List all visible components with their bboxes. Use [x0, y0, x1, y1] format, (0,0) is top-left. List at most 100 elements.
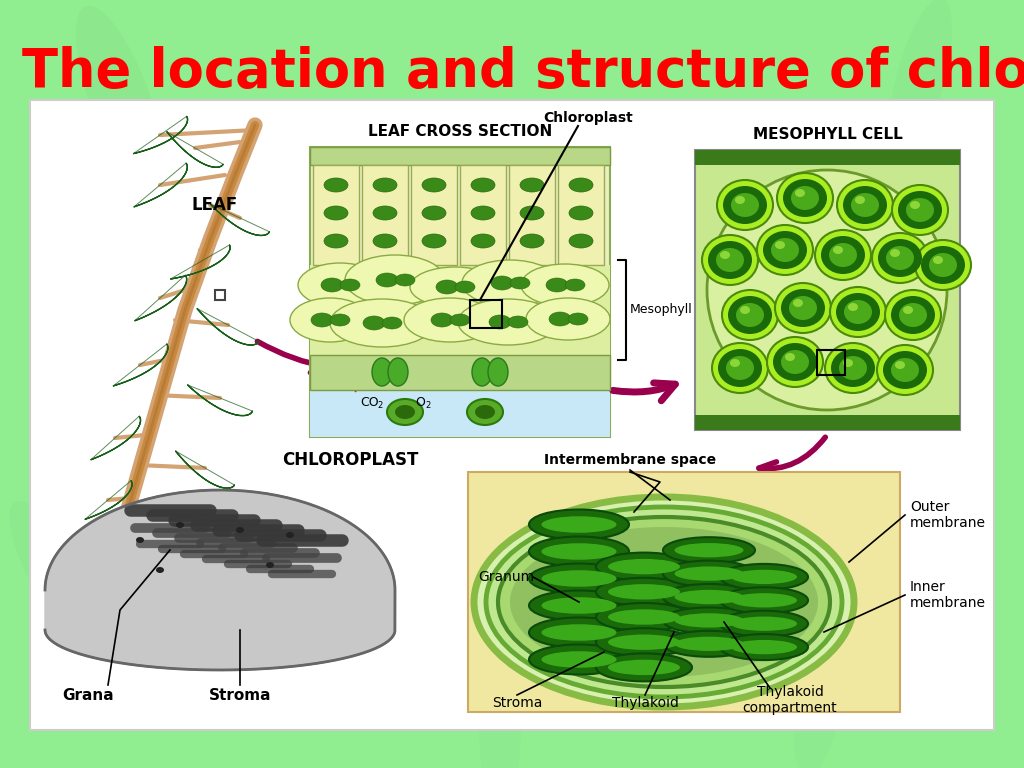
- Polygon shape: [45, 490, 395, 670]
- Ellipse shape: [663, 607, 755, 634]
- Ellipse shape: [825, 343, 881, 393]
- Ellipse shape: [785, 353, 795, 361]
- Ellipse shape: [675, 543, 743, 558]
- Ellipse shape: [830, 287, 886, 337]
- Ellipse shape: [376, 273, 398, 287]
- Ellipse shape: [890, 249, 900, 257]
- Ellipse shape: [176, 522, 184, 528]
- Ellipse shape: [722, 290, 778, 340]
- Bar: [215, 290, 225, 300]
- Ellipse shape: [510, 277, 530, 289]
- Polygon shape: [197, 309, 259, 345]
- Bar: [695, 415, 961, 430]
- Ellipse shape: [373, 206, 397, 220]
- Ellipse shape: [568, 313, 588, 325]
- Ellipse shape: [731, 193, 759, 217]
- Ellipse shape: [529, 564, 629, 594]
- Ellipse shape: [542, 516, 616, 533]
- Bar: [310, 147, 610, 437]
- Bar: [313, 165, 359, 265]
- Ellipse shape: [728, 296, 772, 334]
- Ellipse shape: [663, 537, 755, 563]
- Ellipse shape: [740, 306, 750, 314]
- Ellipse shape: [730, 359, 740, 367]
- Polygon shape: [85, 481, 132, 519]
- Ellipse shape: [843, 186, 887, 224]
- Ellipse shape: [324, 206, 348, 220]
- Ellipse shape: [298, 263, 382, 307]
- Ellipse shape: [898, 191, 942, 229]
- Ellipse shape: [903, 306, 913, 314]
- Ellipse shape: [877, 345, 933, 395]
- Ellipse shape: [508, 316, 528, 328]
- Ellipse shape: [372, 358, 392, 386]
- Ellipse shape: [851, 193, 879, 217]
- Ellipse shape: [675, 590, 743, 604]
- Ellipse shape: [781, 289, 825, 327]
- Text: Stroma: Stroma: [492, 696, 542, 710]
- Text: Chloroplast: Chloroplast: [543, 111, 633, 125]
- Polygon shape: [133, 117, 187, 154]
- Text: CO: CO: [360, 396, 379, 409]
- Ellipse shape: [520, 234, 544, 248]
- Text: LEAF: LEAF: [191, 196, 239, 214]
- Bar: [310, 390, 610, 437]
- Ellipse shape: [520, 206, 544, 220]
- Ellipse shape: [720, 611, 808, 637]
- Text: 2: 2: [425, 402, 431, 411]
- Ellipse shape: [836, 293, 880, 331]
- Ellipse shape: [844, 300, 872, 324]
- Ellipse shape: [489, 315, 511, 329]
- Ellipse shape: [906, 198, 934, 222]
- Ellipse shape: [781, 350, 809, 374]
- Ellipse shape: [912, 520, 988, 680]
- Ellipse shape: [136, 537, 144, 543]
- Bar: [460, 165, 506, 265]
- Ellipse shape: [76, 5, 164, 194]
- Ellipse shape: [775, 241, 785, 249]
- Ellipse shape: [529, 537, 629, 567]
- Ellipse shape: [472, 358, 492, 386]
- Ellipse shape: [387, 399, 423, 425]
- Ellipse shape: [891, 296, 935, 334]
- Ellipse shape: [791, 186, 819, 210]
- Ellipse shape: [790, 296, 817, 320]
- Ellipse shape: [529, 617, 629, 647]
- Polygon shape: [135, 275, 186, 321]
- Text: 2: 2: [378, 402, 383, 411]
- Ellipse shape: [757, 225, 813, 275]
- Ellipse shape: [9, 501, 111, 659]
- Bar: [509, 165, 555, 265]
- Ellipse shape: [286, 532, 294, 538]
- Ellipse shape: [475, 405, 495, 419]
- Ellipse shape: [899, 303, 927, 327]
- Ellipse shape: [910, 201, 920, 209]
- Ellipse shape: [731, 593, 797, 607]
- Text: CHLOROPLAST: CHLOROPLAST: [282, 451, 418, 469]
- Ellipse shape: [404, 298, 496, 342]
- Polygon shape: [187, 385, 253, 415]
- Ellipse shape: [266, 562, 274, 568]
- Ellipse shape: [529, 644, 629, 674]
- Ellipse shape: [462, 260, 558, 306]
- Ellipse shape: [395, 274, 415, 286]
- Ellipse shape: [888, 0, 952, 162]
- Bar: [30, 100, 994, 730]
- Ellipse shape: [330, 314, 350, 326]
- Bar: [310, 355, 610, 390]
- Bar: [468, 472, 900, 712]
- Text: Inner
membrane: Inner membrane: [910, 580, 986, 610]
- Ellipse shape: [716, 248, 744, 272]
- Ellipse shape: [422, 234, 446, 248]
- Ellipse shape: [675, 637, 743, 651]
- Ellipse shape: [720, 588, 808, 614]
- Ellipse shape: [471, 178, 495, 192]
- Text: Outer
membrane: Outer membrane: [910, 500, 986, 530]
- Ellipse shape: [529, 509, 629, 539]
- Ellipse shape: [707, 170, 947, 410]
- Ellipse shape: [311, 313, 333, 327]
- Ellipse shape: [542, 543, 616, 560]
- Ellipse shape: [663, 561, 755, 587]
- Text: Thylakoid
compartment: Thylakoid compartment: [742, 685, 838, 715]
- Ellipse shape: [736, 303, 764, 327]
